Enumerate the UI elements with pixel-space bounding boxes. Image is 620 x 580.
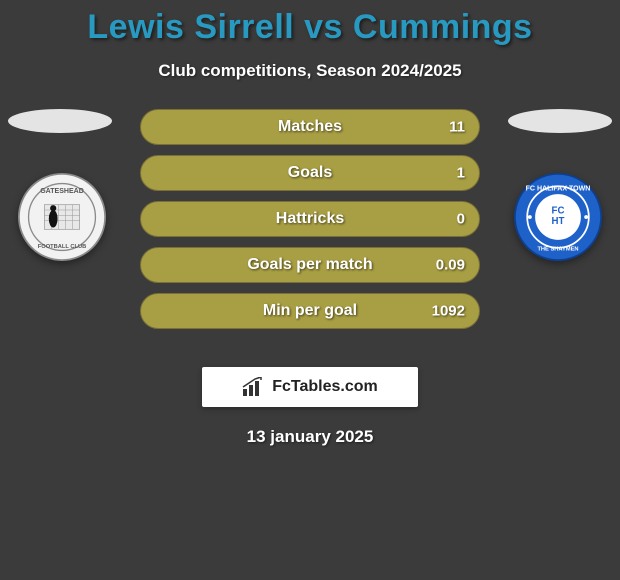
player-ellipse-right [508, 109, 612, 133]
page-title: Lewis Sirrell vs Cummings [0, 0, 620, 47]
stat-label: Goals [288, 164, 332, 182]
stat-bar-hattricks: Hattricks 0 [140, 201, 480, 237]
comparison-arena: GATESHEAD FOOTBALL CLUB FC HALIFAX TOWN … [0, 109, 620, 349]
stat-bars: Matches 11 Goals 1 Hattricks 0 Goals per… [140, 109, 480, 339]
svg-text:FOOTBALL CLUB: FOOTBALL CLUB [38, 244, 87, 250]
subtitle: Club competitions, Season 2024/2025 [0, 61, 620, 81]
gateshead-badge-icon: GATESHEAD FOOTBALL CLUB [18, 173, 106, 261]
svg-text:THE SHAYMEN: THE SHAYMEN [537, 246, 578, 252]
svg-text:FC: FC [552, 205, 565, 216]
stat-value: 11 [449, 119, 465, 136]
stat-value: 0 [457, 211, 465, 228]
club-logo-left: GATESHEAD FOOTBALL CLUB [18, 173, 106, 261]
stat-label: Min per goal [263, 302, 357, 320]
bar-chart-icon [242, 377, 266, 397]
halifax-badge-icon: FC HALIFAX TOWN THE SHAYMEN FC HT [514, 173, 602, 261]
club-logo-right: FC HALIFAX TOWN THE SHAYMEN FC HT [514, 173, 602, 261]
svg-text:GATESHEAD: GATESHEAD [40, 188, 84, 195]
player-ellipse-left [8, 109, 112, 133]
svg-text:HT: HT [552, 216, 565, 227]
stat-bar-mpg: Min per goal 1092 [140, 293, 480, 329]
stat-value: 1092 [432, 303, 465, 320]
stat-bar-matches: Matches 11 [140, 109, 480, 145]
stat-label: Hattricks [276, 210, 344, 228]
stat-bar-gpm: Goals per match 0.09 [140, 247, 480, 283]
svg-text:FC HALIFAX TOWN: FC HALIFAX TOWN [526, 186, 591, 193]
stat-label: Matches [278, 118, 342, 136]
watermark: FcTables.com [202, 367, 418, 407]
watermark-text: FcTables.com [272, 378, 378, 396]
stat-bar-goals: Goals 1 [140, 155, 480, 191]
stat-value: 0.09 [436, 257, 465, 274]
date-text: 13 january 2025 [0, 427, 620, 447]
stat-label: Goals per match [247, 256, 372, 274]
stat-value: 1 [457, 165, 465, 182]
